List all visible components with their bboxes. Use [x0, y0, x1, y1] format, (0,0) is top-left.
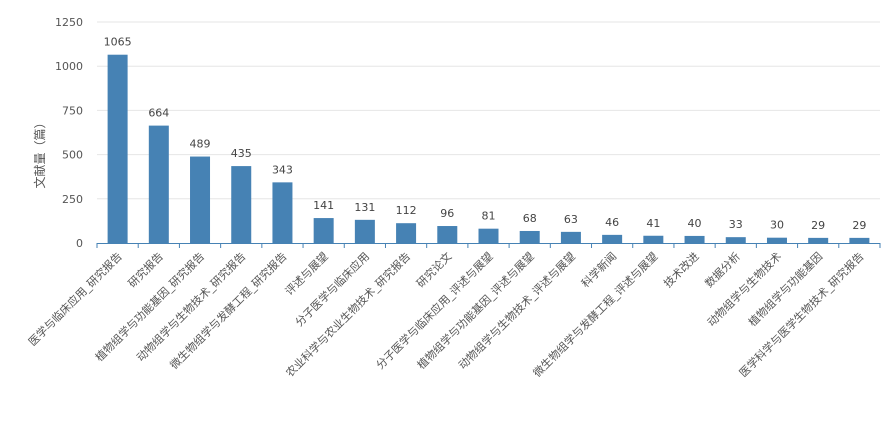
- x-tick-label: 数据分析: [702, 249, 743, 290]
- bar[interactable]: [396, 223, 417, 243]
- grid-lines: [97, 21, 880, 200]
- bar[interactable]: [190, 156, 211, 243]
- x-axis: 医学与临床应用_研究报告 研究报告植物组学与功能基因_研究报告动物组学与生物技术_…: [25, 243, 881, 380]
- bar[interactable]: [684, 235, 705, 243]
- data-label: 63: [564, 213, 578, 226]
- data-label: 41: [646, 217, 660, 230]
- x-tick-label: 研究报告: [125, 249, 166, 290]
- bar[interactable]: [272, 182, 293, 243]
- y-tick-label: 1250: [55, 16, 83, 29]
- bar[interactable]: [478, 228, 499, 243]
- data-label: 29: [852, 219, 866, 232]
- data-label: 30: [770, 219, 784, 232]
- bar[interactable]: [849, 237, 870, 243]
- bar[interactable]: [643, 235, 664, 243]
- data-label: 131: [354, 201, 375, 214]
- x-tick-label: 植物组学与功能基因: [745, 249, 825, 329]
- y-tick-label: 1000: [55, 60, 83, 73]
- data-label: 343: [272, 163, 293, 176]
- bar[interactable]: [231, 166, 252, 243]
- data-label: 46: [605, 216, 619, 229]
- bar[interactable]: [766, 237, 787, 243]
- data-label: 96: [440, 207, 454, 220]
- y-tick-label: 250: [62, 193, 83, 206]
- x-tick-label: 研究论文: [413, 249, 454, 290]
- data-label: 435: [231, 147, 252, 160]
- bar[interactable]: [560, 231, 581, 243]
- data-label: 489: [190, 138, 211, 151]
- y-tick-label: 500: [62, 149, 83, 162]
- data-label: 81: [482, 210, 496, 223]
- data-label: 33: [729, 218, 743, 231]
- x-tick-label: 分子医学与临床应用: [292, 249, 372, 329]
- data-label: 112: [396, 204, 417, 217]
- data-label: 664: [148, 107, 169, 120]
- bar[interactable]: [148, 125, 169, 243]
- data-label: 40: [688, 217, 702, 230]
- bar[interactable]: [107, 54, 128, 243]
- data-label: 29: [811, 219, 825, 232]
- x-tick-label: 科学新闻: [578, 249, 619, 290]
- bar[interactable]: [437, 226, 458, 243]
- bar[interactable]: [725, 237, 746, 243]
- data-label: 68: [523, 212, 537, 225]
- bar[interactable]: [519, 230, 540, 243]
- bar[interactable]: [808, 237, 829, 243]
- y-axis: 0 250 500 750 1000 1250: [55, 16, 83, 250]
- bar[interactable]: [313, 218, 334, 243]
- bars: 1065 664 489 435 343 141 131 112 96 81 68 63 46 41 40 3…: [104, 36, 870, 243]
- y-tick-label: 750: [62, 104, 83, 117]
- y-axis-title: 文献量（篇）: [32, 116, 47, 188]
- y-tick-label: 0: [76, 237, 83, 250]
- x-tick-label: 技术改进: [661, 249, 702, 290]
- data-label: 141: [313, 199, 334, 212]
- data-label: 1065: [104, 36, 132, 49]
- bar[interactable]: [602, 234, 623, 243]
- bar[interactable]: [354, 219, 375, 243]
- x-tick-label: 医学与临床应用_研究报告: [25, 249, 124, 348]
- x-tick-label: 动物组学与生物技术: [704, 249, 784, 329]
